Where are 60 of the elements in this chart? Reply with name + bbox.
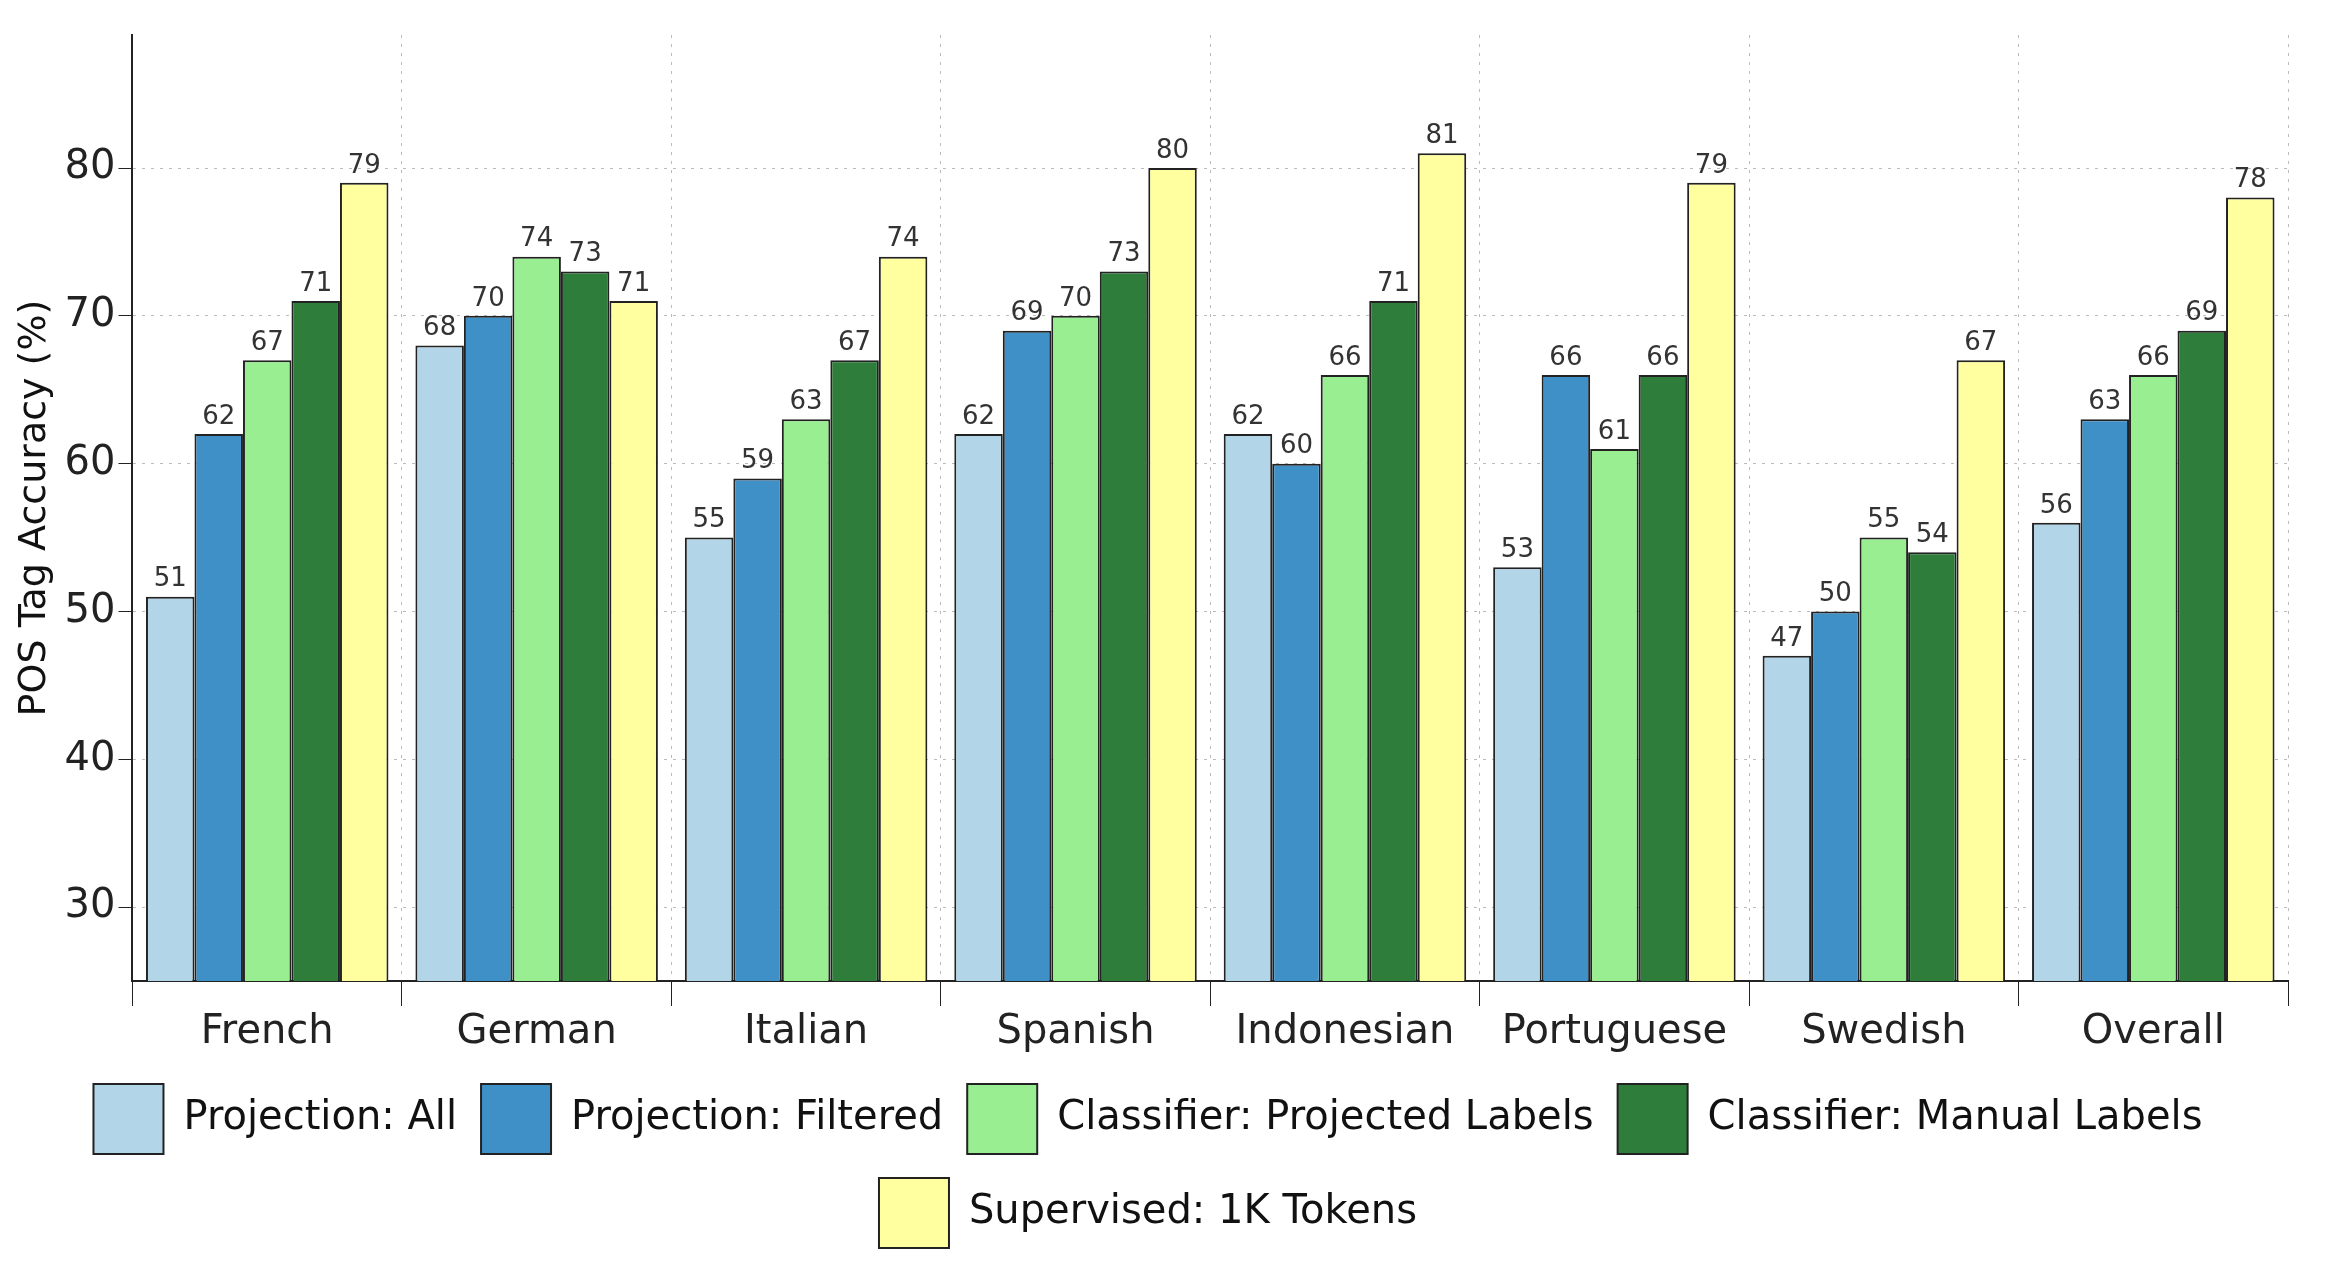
legend-label: Projection: All [183,1092,458,1139]
data-label: 74 [886,222,920,253]
data-label: 73 [1107,237,1141,268]
data-label: 50 [1818,577,1852,608]
data-label: 55 [1867,503,1901,534]
data-label: 60 [1279,429,1314,460]
x-tick-label: Italian [744,1006,869,1053]
data-label: 62 [202,399,236,430]
y-tick-label: 50 [64,584,116,631]
data-label: 61 [1597,414,1631,445]
data-label: 56 [2039,488,2073,519]
y-tick-label: 60 [64,437,116,484]
data-label: 71 [617,266,651,297]
data-label: 74 [520,222,554,253]
data-label: 62 [961,399,996,430]
data-label: 67 [250,325,284,356]
y-tick-label: 40 [64,732,116,779]
y-tick-label: 70 [64,289,116,336]
x-tick-label: French [200,1006,334,1053]
data-label: 54 [1915,518,1949,549]
y-tick-label: 80 [64,141,116,188]
x-tick-label: Portuguese [1501,1006,1728,1053]
legend-label: Supervised: 1K Tokens [968,1186,1418,1233]
data-label: 80 [1155,133,1190,164]
data-label: 78 [2233,163,2267,194]
data-label: 53 [1500,532,1534,563]
data-label: 69 [2185,296,2219,327]
data-label: 79 [347,148,381,179]
x-tick-label: Spanish [996,1006,1155,1053]
legend-label: Classifier: Projected Labels [1057,1092,1594,1139]
data-label: 79 [1694,148,1728,179]
data-label: 68 [423,311,457,342]
data-label: 69 [1010,296,1044,327]
data-label: 51 [153,562,187,593]
data-label: 66 [1549,340,1583,371]
data-label: 66 [1646,340,1680,371]
legend-label: Projection: Filtered [571,1092,944,1139]
data-label: 67 [1964,325,1998,356]
x-tick-label: German [456,1006,617,1053]
data-label: 73 [568,237,602,268]
data-label: 47 [1770,621,1804,652]
y-tick-label: 30 [64,880,116,927]
data-label: 71 [1376,266,1411,297]
x-tick-label: Overall [2081,1006,2225,1053]
data-label: 70 [1058,281,1093,312]
y-axis-title: POS Tag Accuracy (%) [9,299,54,717]
data-label: 70 [471,281,505,312]
data-label: 67 [838,325,872,356]
data-label: 62 [1231,399,1265,430]
data-label: 63 [789,385,823,416]
x-tick-label: Indonesian [1235,1006,1455,1053]
data-label: 71 [299,266,333,297]
x-tick-label: Swedish [1801,1006,1967,1053]
data-label: 63 [2088,385,2122,416]
data-label: 66 [1328,340,1362,371]
legend-label: Classifier: Manual Labels [1707,1092,2203,1139]
data-label: 81 [1425,119,1459,149]
data-label: 66 [2136,340,2170,371]
data-label: 55 [692,503,726,534]
data-label: 59 [741,444,775,475]
